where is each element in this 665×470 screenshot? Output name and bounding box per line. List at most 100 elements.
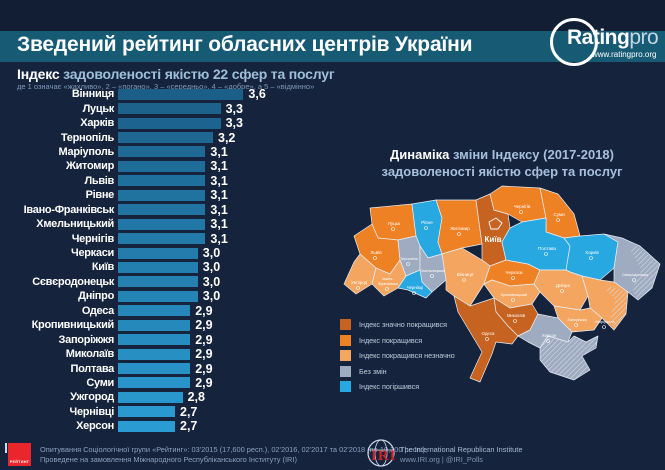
bar-city-label: Львів xyxy=(84,174,114,187)
ukraine-map: Луцьк Рівне Житомир Київ Чернігів Суми Львів Те… xyxy=(343,185,661,383)
bar-value: 3,0 xyxy=(202,289,221,304)
bar-value: 3,2 xyxy=(218,130,236,145)
bar-row: Миколаїв 2,9 xyxy=(8,347,266,361)
chart-subtitle-lead: Індекс xyxy=(17,66,60,82)
map-label-khmelnytskyi: Хмельницький xyxy=(421,269,445,273)
city-dot-icon xyxy=(511,298,515,302)
bar-row: Івано-Франківськ 3,1 xyxy=(8,203,266,217)
bar-value: 2,7 xyxy=(180,404,198,419)
bar-value: 3,0 xyxy=(202,260,221,275)
map-label-ivano_frankivsk: Івано-Франківськ xyxy=(378,276,399,286)
bar-value: 2,9 xyxy=(195,375,213,390)
city-dot-icon xyxy=(556,218,560,222)
bar-city-label: Чернігів xyxy=(71,232,115,245)
bar xyxy=(118,305,191,317)
bar-value: 2,9 xyxy=(195,303,213,318)
region-odesa xyxy=(453,295,519,383)
bar-value: 3,1 xyxy=(210,188,228,203)
bar-row: Дніпро 3,0 xyxy=(8,289,266,303)
bar-row: Київ 3,0 xyxy=(8,260,266,274)
rating-logo-tick xyxy=(5,443,7,453)
map-legend: Індекс значно покращився Індекс покращивс… xyxy=(340,317,455,395)
bar-row: Луцьк 3,3 xyxy=(8,101,266,116)
city-dot-icon xyxy=(373,256,377,260)
page-title: Зведений рейтинг обласних центрів Україн… xyxy=(17,33,473,56)
bar xyxy=(118,88,244,100)
bar xyxy=(118,420,175,432)
map-label-luhansk: Сєвєродонецьк xyxy=(622,273,649,277)
bar xyxy=(118,218,206,230)
bar-row: Запоріжжя 2,9 xyxy=(8,332,266,347)
city-dot-icon xyxy=(560,289,564,293)
bar-city-label: Суми xyxy=(86,376,114,389)
top-strip xyxy=(0,0,665,31)
map-label-volyn: Луцьк xyxy=(388,221,401,226)
bar-row: Суми 2,9 xyxy=(8,376,266,390)
map-label-chernihiv: Чернігів xyxy=(514,204,531,209)
chart-subtitle-rest: задоволеності якістю 22 сфер та послуг xyxy=(59,66,335,82)
region-kherson xyxy=(517,313,573,349)
bar-value: 2,9 xyxy=(195,332,213,347)
city-dot-icon xyxy=(519,210,523,214)
bar xyxy=(118,204,206,216)
bar-city-label: Одеса xyxy=(81,304,114,317)
scale-note: де 1 означає «жахливо», 2 – «погано», 3 … xyxy=(17,82,315,91)
legend-row: Індекс покращився незначно xyxy=(340,348,455,364)
bar-city-label: Харків xyxy=(80,117,114,130)
map-label-vinnytsia: Вінниця xyxy=(457,272,474,277)
bar-city-label: Рівне xyxy=(85,189,115,202)
region-luhansk-occupied-hatch xyxy=(630,244,660,300)
map-title: Динаміка зміни Індексу (2017-2018) задов… xyxy=(352,146,652,180)
bar xyxy=(118,189,206,201)
bar-value: 2,8 xyxy=(187,390,205,405)
map-label-sumy: Суми xyxy=(553,212,565,217)
map-label-donetsk: Маріуполь xyxy=(595,319,614,324)
bar xyxy=(118,391,183,403)
bar-value: 2,9 xyxy=(195,347,213,362)
city-dot-icon xyxy=(544,252,548,256)
legend-swatch-improved xyxy=(340,334,351,346)
city-dot-icon xyxy=(457,232,461,236)
map-label-kharkiv: Харків xyxy=(585,250,599,255)
map-label-lviv: Львів xyxy=(370,250,382,255)
bar-city-label: Житомир xyxy=(65,160,114,173)
map-label-odesa: Одеса xyxy=(482,331,496,336)
bar-value: 3,1 xyxy=(210,217,228,232)
map-label-kirovohrad: Кропивницький xyxy=(501,293,527,297)
bar xyxy=(118,261,198,273)
bar-city-label: Луцьк xyxy=(82,102,115,115)
footer-note-line1: Опитування Соціологічної групи «Рейтинг»… xyxy=(40,445,427,454)
bar-row: Кропивницький 2,9 xyxy=(8,318,266,332)
map-label-mykolaiv: Миколаїв xyxy=(507,313,526,318)
bar-city-label: Черкаси xyxy=(71,247,114,260)
city-dot-icon xyxy=(632,278,636,282)
map-label-cherkasy: Черкаси xyxy=(506,270,523,275)
iri-text: The International Republican Institute w… xyxy=(400,445,522,465)
ratingpro-logo-light: pro xyxy=(629,26,659,49)
city-dot-icon xyxy=(513,319,517,323)
bar-row: Хмельницький 3,1 xyxy=(8,217,266,231)
legend-swatch-worsened xyxy=(340,381,351,393)
city-dot-icon xyxy=(385,287,389,291)
bar-value: 3,1 xyxy=(210,173,228,188)
map-label-kyiv_obl: Київ xyxy=(485,235,502,244)
city-dot-icon xyxy=(574,323,578,327)
map-label-kherson: Херсон xyxy=(542,333,557,338)
bar-city-label: Маріуполь xyxy=(58,145,115,158)
legend-label: Індекс значно покращився xyxy=(359,320,447,330)
bar-value: 3,0 xyxy=(202,274,221,289)
bar-value: 3,1 xyxy=(210,144,228,159)
city-dot-icon xyxy=(412,291,416,295)
bar-value: 3,1 xyxy=(210,231,228,246)
bar-value: 3,1 xyxy=(210,202,228,217)
region-crimea-occupied-hatch xyxy=(540,336,598,380)
map-label-zakarpattia: Ужгород xyxy=(351,280,368,285)
city-dot-icon xyxy=(511,276,515,280)
city-dot-icon xyxy=(356,286,360,290)
bar xyxy=(118,377,191,389)
bar xyxy=(118,363,191,375)
map-title-lead: Динаміка xyxy=(390,147,450,162)
bar-city-label: Полтава xyxy=(70,362,115,375)
bar-row: Чернівці 2,7 xyxy=(8,405,266,419)
